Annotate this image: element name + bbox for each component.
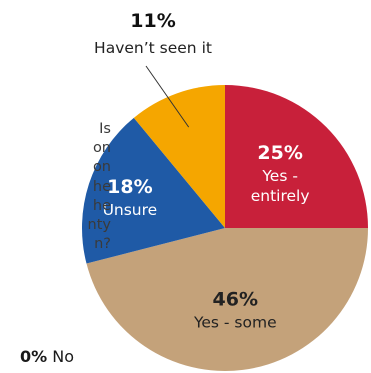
slice-name-label-1-0: Yes - some [193, 313, 277, 331]
no-slice-label: 0% No [20, 347, 74, 366]
pie-labels: 25% Yes - entirely 46% Yes - some 18% Unsure 11… [94, 10, 310, 331]
pie-slice-3 [133, 85, 225, 228]
slice-pct-label-2: 18% [107, 176, 152, 198]
external-name-label: Haven’t seen it [94, 39, 212, 57]
slice-name-label-0-1: entirely [251, 187, 310, 205]
external-pct-label: 11% [130, 10, 175, 32]
slice-pct-label-1: 46% [213, 288, 258, 310]
pie-slice-1 [86, 228, 369, 372]
pie-slices [81, 85, 369, 372]
pie-slice-2 [81, 117, 225, 264]
slice-name-label-0-0: Yes - [261, 167, 298, 185]
no-slice-pct: 0% [20, 347, 48, 366]
leader-line [145, 65, 190, 128]
slice-pct-label-0: 25% [257, 142, 302, 164]
no-slice-name: No [52, 347, 75, 366]
cropped-question-text: Is on on he he nty n? [87, 121, 111, 253]
slice-name-label-2-0: Unsure [103, 201, 158, 219]
pie-slice-0 [225, 85, 368, 228]
